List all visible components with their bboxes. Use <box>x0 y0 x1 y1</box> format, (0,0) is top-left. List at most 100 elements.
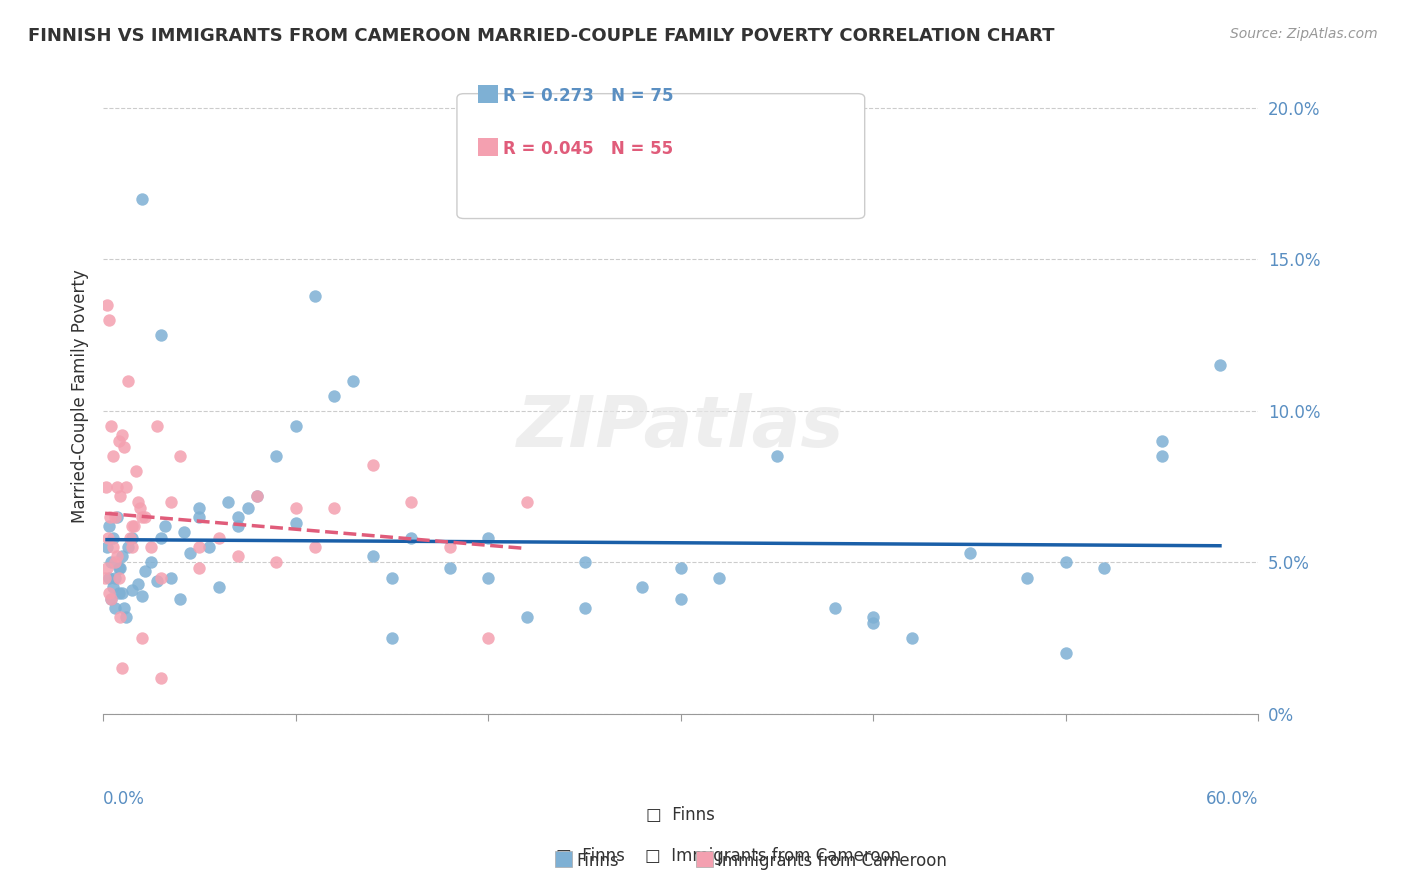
Point <box>105 480 128 494</box>
Text: □  Finns: □ Finns <box>557 847 624 865</box>
Point <box>574 555 596 569</box>
Point <box>94 570 117 584</box>
Point <box>97 313 120 327</box>
Point <box>1017 570 1039 584</box>
Text: □  Immigrants from Cameroon: □ Immigrants from Cameroon <box>645 847 901 865</box>
Point <box>1094 561 1116 575</box>
Text: Finns: Finns <box>576 852 619 870</box>
Point <box>96 561 118 575</box>
Point <box>131 631 153 645</box>
Point <box>107 585 129 599</box>
Point <box>198 540 221 554</box>
Point <box>439 540 461 554</box>
Point <box>105 549 128 564</box>
Point <box>100 419 122 434</box>
Point <box>188 540 211 554</box>
Point <box>323 500 346 515</box>
Point <box>111 549 134 564</box>
Point <box>631 580 654 594</box>
Point <box>574 600 596 615</box>
Point <box>134 510 156 524</box>
Point <box>477 631 499 645</box>
Point <box>97 519 120 533</box>
Point <box>304 540 326 554</box>
Point <box>439 561 461 575</box>
Point <box>266 555 288 569</box>
Point <box>121 531 143 545</box>
Point <box>117 540 139 554</box>
Y-axis label: Married-Couple Family Poverty: Married-Couple Family Poverty <box>72 268 89 523</box>
Point <box>115 480 138 494</box>
Text: 0.0%: 0.0% <box>103 789 145 807</box>
Point <box>361 549 384 564</box>
Point <box>1209 359 1232 373</box>
Point <box>226 510 249 524</box>
Point <box>284 516 307 530</box>
Point <box>120 531 142 545</box>
Point <box>101 540 124 554</box>
Point <box>97 585 120 599</box>
Point <box>399 531 422 545</box>
Point <box>128 500 150 515</box>
Point <box>127 495 149 509</box>
Point <box>134 565 156 579</box>
Point <box>824 600 846 615</box>
Point <box>477 570 499 584</box>
Point <box>862 610 884 624</box>
Point <box>342 374 364 388</box>
Point <box>141 540 163 554</box>
Point <box>901 631 924 645</box>
Point <box>862 615 884 630</box>
Point <box>111 428 134 442</box>
Text: Immigrants from Cameroon: Immigrants from Cameroon <box>717 852 946 870</box>
Point <box>179 546 201 560</box>
Point <box>112 600 135 615</box>
Point <box>94 480 117 494</box>
Point <box>96 540 118 554</box>
Text: R = 0.045   N = 55: R = 0.045 N = 55 <box>503 140 673 159</box>
Point <box>121 582 143 597</box>
Point <box>101 450 124 464</box>
Point <box>121 519 143 533</box>
Point <box>107 561 129 575</box>
Point <box>131 192 153 206</box>
Point <box>104 555 127 569</box>
Point <box>169 591 191 606</box>
Point <box>107 434 129 449</box>
Point <box>131 510 153 524</box>
Point <box>361 458 384 473</box>
Point <box>100 591 122 606</box>
Point <box>1054 555 1077 569</box>
Point <box>100 591 122 606</box>
Point <box>149 671 172 685</box>
Point <box>709 570 731 584</box>
Point <box>236 500 259 515</box>
Point <box>105 510 128 524</box>
Point <box>153 519 176 533</box>
Point <box>131 589 153 603</box>
Point <box>101 580 124 594</box>
Point <box>304 288 326 302</box>
Point <box>115 610 138 624</box>
Point <box>97 531 120 545</box>
Point <box>766 450 789 464</box>
Point <box>111 585 134 599</box>
Point <box>323 389 346 403</box>
Point <box>188 561 211 575</box>
Point <box>173 524 195 539</box>
Point <box>112 440 135 454</box>
Text: Source: ZipAtlas.com: Source: ZipAtlas.com <box>1230 27 1378 41</box>
Point <box>284 500 307 515</box>
Point <box>669 561 692 575</box>
Point <box>149 570 172 584</box>
Point <box>226 519 249 533</box>
Point <box>381 631 404 645</box>
Text: □  Finns: □ Finns <box>647 806 716 824</box>
Point <box>1152 450 1174 464</box>
Point <box>117 374 139 388</box>
Point <box>208 531 231 545</box>
Point <box>107 570 129 584</box>
Point <box>159 495 181 509</box>
Point <box>104 600 127 615</box>
Point <box>149 328 172 343</box>
